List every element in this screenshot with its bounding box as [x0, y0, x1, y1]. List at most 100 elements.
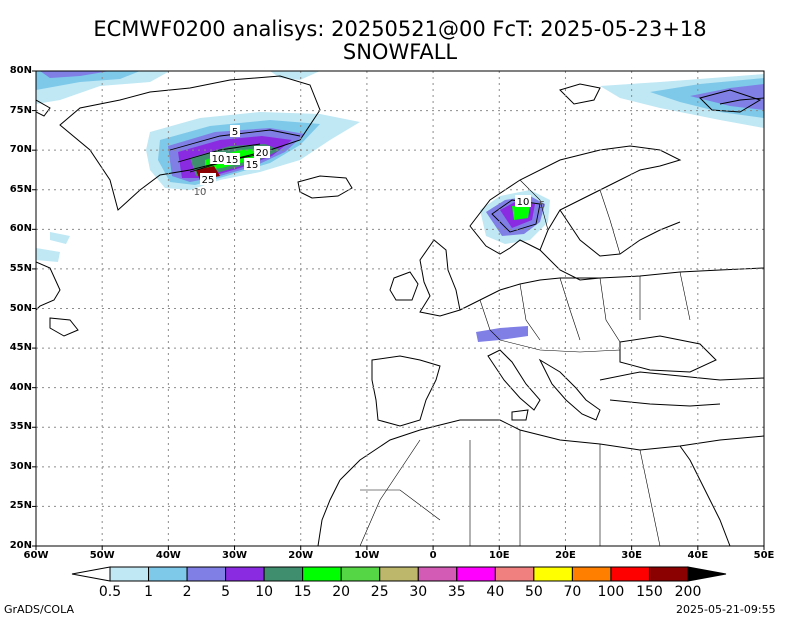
lon-label: 60W	[23, 550, 49, 561]
coast-balkans-greece	[538, 358, 601, 421]
contour-arctic-east	[719, 97, 764, 105]
lon-label: 50W	[89, 550, 115, 561]
lat-label: 20N	[9, 540, 32, 551]
lat-label: 60N	[9, 223, 32, 235]
coast-ireland	[389, 271, 419, 301]
colorbar-arrow-low	[71, 566, 111, 582]
contour-scandinavia	[491, 199, 541, 233]
coast-turkey	[599, 371, 764, 407]
colorbar-label: 40	[486, 584, 505, 600]
colorbar-swatch	[225, 566, 265, 582]
lat-label: 40N	[9, 381, 32, 393]
colorbar-label: 0.5	[98, 584, 122, 600]
lat-label: 25N	[9, 500, 32, 512]
colorbar-label: 100	[597, 584, 625, 600]
colorbar-label: 15	[293, 584, 312, 600]
coast-iceland	[297, 175, 353, 199]
coast-north-africa	[339, 419, 764, 481]
lon-label: 20E	[555, 550, 576, 561]
colorbar-label: 1	[144, 584, 153, 600]
colorbar-label: 150	[636, 584, 663, 600]
map-title: ECMWF0200 analisys: 20250521@00 FcT: 202…	[93, 17, 707, 41]
coast-iberia	[371, 355, 441, 427]
colorbar-label: 50	[524, 584, 543, 600]
coast-canada	[36, 99, 79, 337]
colorbar-swatch	[571, 566, 612, 582]
colorbar-swatch	[148, 566, 188, 582]
lon-label: 40E	[687, 550, 709, 561]
contour-label: 5	[232, 127, 238, 138]
colorbar-label: 2	[182, 584, 192, 600]
colorbar-swatch	[340, 566, 381, 582]
coast-greenland	[59, 75, 321, 211]
contour-label: 5	[539, 200, 545, 211]
lat-label: 70N	[9, 144, 32, 156]
colorbar-swatch	[109, 566, 150, 582]
colorbar-label: 5	[221, 584, 231, 600]
footer-left: GrADS/COLA	[4, 603, 74, 616]
colorbar-label: 30	[409, 584, 428, 600]
contour-label: 10	[517, 197, 530, 208]
border-set-1	[479, 271, 691, 353]
snow-patch-west	[36, 248, 60, 262]
contour-label: 15	[246, 160, 259, 171]
colorbar-label: 70	[563, 584, 582, 600]
coast-novaya-zemlya	[699, 89, 762, 113]
lon-label: 20W	[288, 550, 314, 561]
colorbar-swatch	[379, 566, 419, 582]
lat-label: 65N	[9, 183, 32, 195]
colorbar-swatch	[648, 566, 689, 582]
colorbar-swatch	[533, 566, 573, 582]
colorbar-swatch	[186, 566, 227, 582]
snow-region-arctic-east-3	[690, 84, 764, 110]
colorbar-label: 35	[447, 584, 466, 600]
contour-label: 15	[226, 155, 239, 166]
lon-label: 0	[429, 550, 437, 561]
map-gridlines	[36, 71, 764, 546]
contour-label: 25	[202, 175, 215, 186]
colorbar-label: 200	[674, 584, 702, 600]
contour-label: 10	[194, 187, 207, 198]
colorbar-label: 25	[370, 584, 389, 600]
lat-label: 35N	[9, 421, 32, 433]
contour-label: 10	[212, 154, 225, 165]
coast-italy	[487, 349, 541, 421]
lon-label: 50E	[753, 550, 775, 561]
lon-label: 40W	[155, 550, 181, 561]
lat-label: 55N	[9, 262, 32, 274]
coast-black-sea	[619, 335, 717, 373]
coast-scandinavia	[469, 145, 682, 255]
colorbar-swatch	[610, 566, 650, 582]
coast-west-africa	[317, 479, 341, 546]
coast-svalbard	[559, 83, 601, 105]
colorbar-label: 10	[255, 584, 274, 600]
lon-label: 10E	[488, 550, 510, 561]
snow-region-scandinavia-4	[512, 206, 530, 220]
coast-red-sea	[679, 445, 731, 546]
lon-label: 10W	[354, 550, 380, 561]
colorbar-swatch	[417, 566, 458, 582]
border-set-2	[359, 430, 661, 546]
lat-label: 30N	[9, 460, 32, 472]
colorbar	[71, 566, 727, 582]
contour-label: 20	[256, 148, 269, 159]
border-set-3	[519, 179, 621, 255]
colorbar-label: 20	[332, 584, 351, 600]
map-subtitle: SNOWFALL	[342, 40, 458, 64]
coast-britain	[419, 239, 461, 317]
colorbar-arrow-high	[687, 566, 727, 582]
snow-patch-labrador	[50, 232, 70, 244]
colorbar-swatch	[494, 566, 535, 582]
colorbar-swatch	[302, 566, 342, 582]
colorbar-swatch	[456, 566, 496, 582]
lon-label: 30W	[222, 550, 248, 561]
lat-label: 80N	[9, 65, 32, 76]
lat-label: 45N	[9, 342, 32, 354]
snow-region-arctic-west-3	[40, 71, 110, 78]
lon-label: 30E	[621, 550, 642, 561]
snow-region-alps	[476, 326, 528, 342]
snow-region-greenland-north	[270, 71, 320, 80]
footer-right: 2025-05-21-09:55	[676, 603, 776, 616]
lat-label: 75N	[9, 104, 32, 116]
